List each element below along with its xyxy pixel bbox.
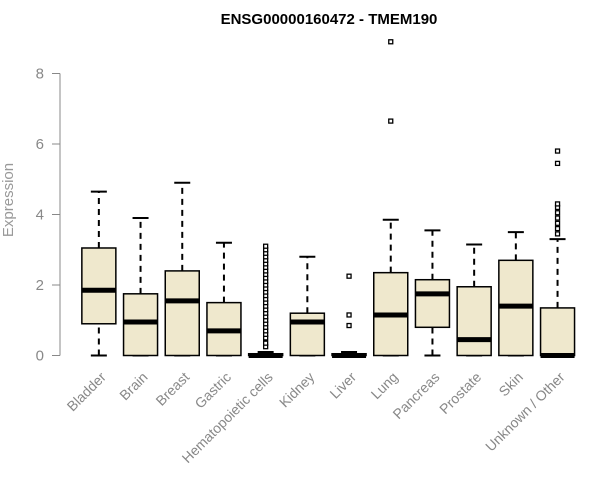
boxes-group: [81, 39, 576, 358]
category-label: Unknown / Other: [482, 369, 568, 455]
outlier-point: [554, 148, 561, 154]
box-iqr: [164, 270, 200, 357]
box-4: [206, 241, 242, 357]
y-tick-label: 8: [36, 66, 44, 83]
y-tick-label: 2: [36, 277, 44, 294]
y-tick-label: 4: [36, 207, 44, 224]
y-axis: 0 2 4 6 8: [36, 66, 61, 365]
y-tick-label: 6: [36, 136, 44, 153]
box-12: [539, 148, 576, 358]
category-label: Brain: [116, 369, 150, 403]
box-9: [414, 229, 451, 357]
outlier-point: [554, 201, 561, 207]
category-label: Liver: [326, 369, 359, 402]
category-label: Skin: [495, 369, 526, 400]
outlier-point: [554, 220, 561, 226]
y-axis-label: Expression: [0, 163, 17, 237]
box-6: [289, 255, 326, 357]
outlier-point: [346, 322, 352, 329]
box-8: [373, 39, 409, 357]
category-label: Lung: [368, 369, 401, 402]
category-label: Bladder: [64, 369, 110, 415]
outlier-point: [554, 210, 561, 216]
box-iqr: [456, 286, 492, 357]
outlier-point: [388, 39, 394, 45]
box-3: [164, 181, 200, 357]
box-11: [498, 231, 534, 357]
box-5: [247, 243, 284, 358]
box-iqr: [414, 278, 451, 329]
y-tick-label: 0: [36, 348, 44, 365]
category-label: Breast: [152, 369, 192, 409]
outlier-point: [262, 340, 269, 346]
chart-title: ENSG00000160472 - TMEM190: [221, 11, 438, 28]
outlier-point: [346, 312, 352, 318]
outlier-point: [554, 215, 561, 221]
box-1: [81, 190, 117, 357]
category-label: Kidney: [276, 369, 318, 411]
outlier-point: [554, 160, 561, 167]
box-7: [331, 273, 367, 358]
box-iqr: [81, 247, 117, 325]
outlier-point: [388, 118, 394, 124]
box-2: [122, 217, 159, 357]
box-10: [456, 243, 492, 357]
outlier-point: [554, 225, 561, 232]
outlier-point: [346, 273, 352, 279]
box-iqr: [122, 293, 159, 357]
outlier-point: [554, 231, 561, 237]
box-iqr: [539, 307, 576, 357]
category-label: Prostate: [436, 369, 484, 417]
outlier-point: [262, 243, 269, 249]
